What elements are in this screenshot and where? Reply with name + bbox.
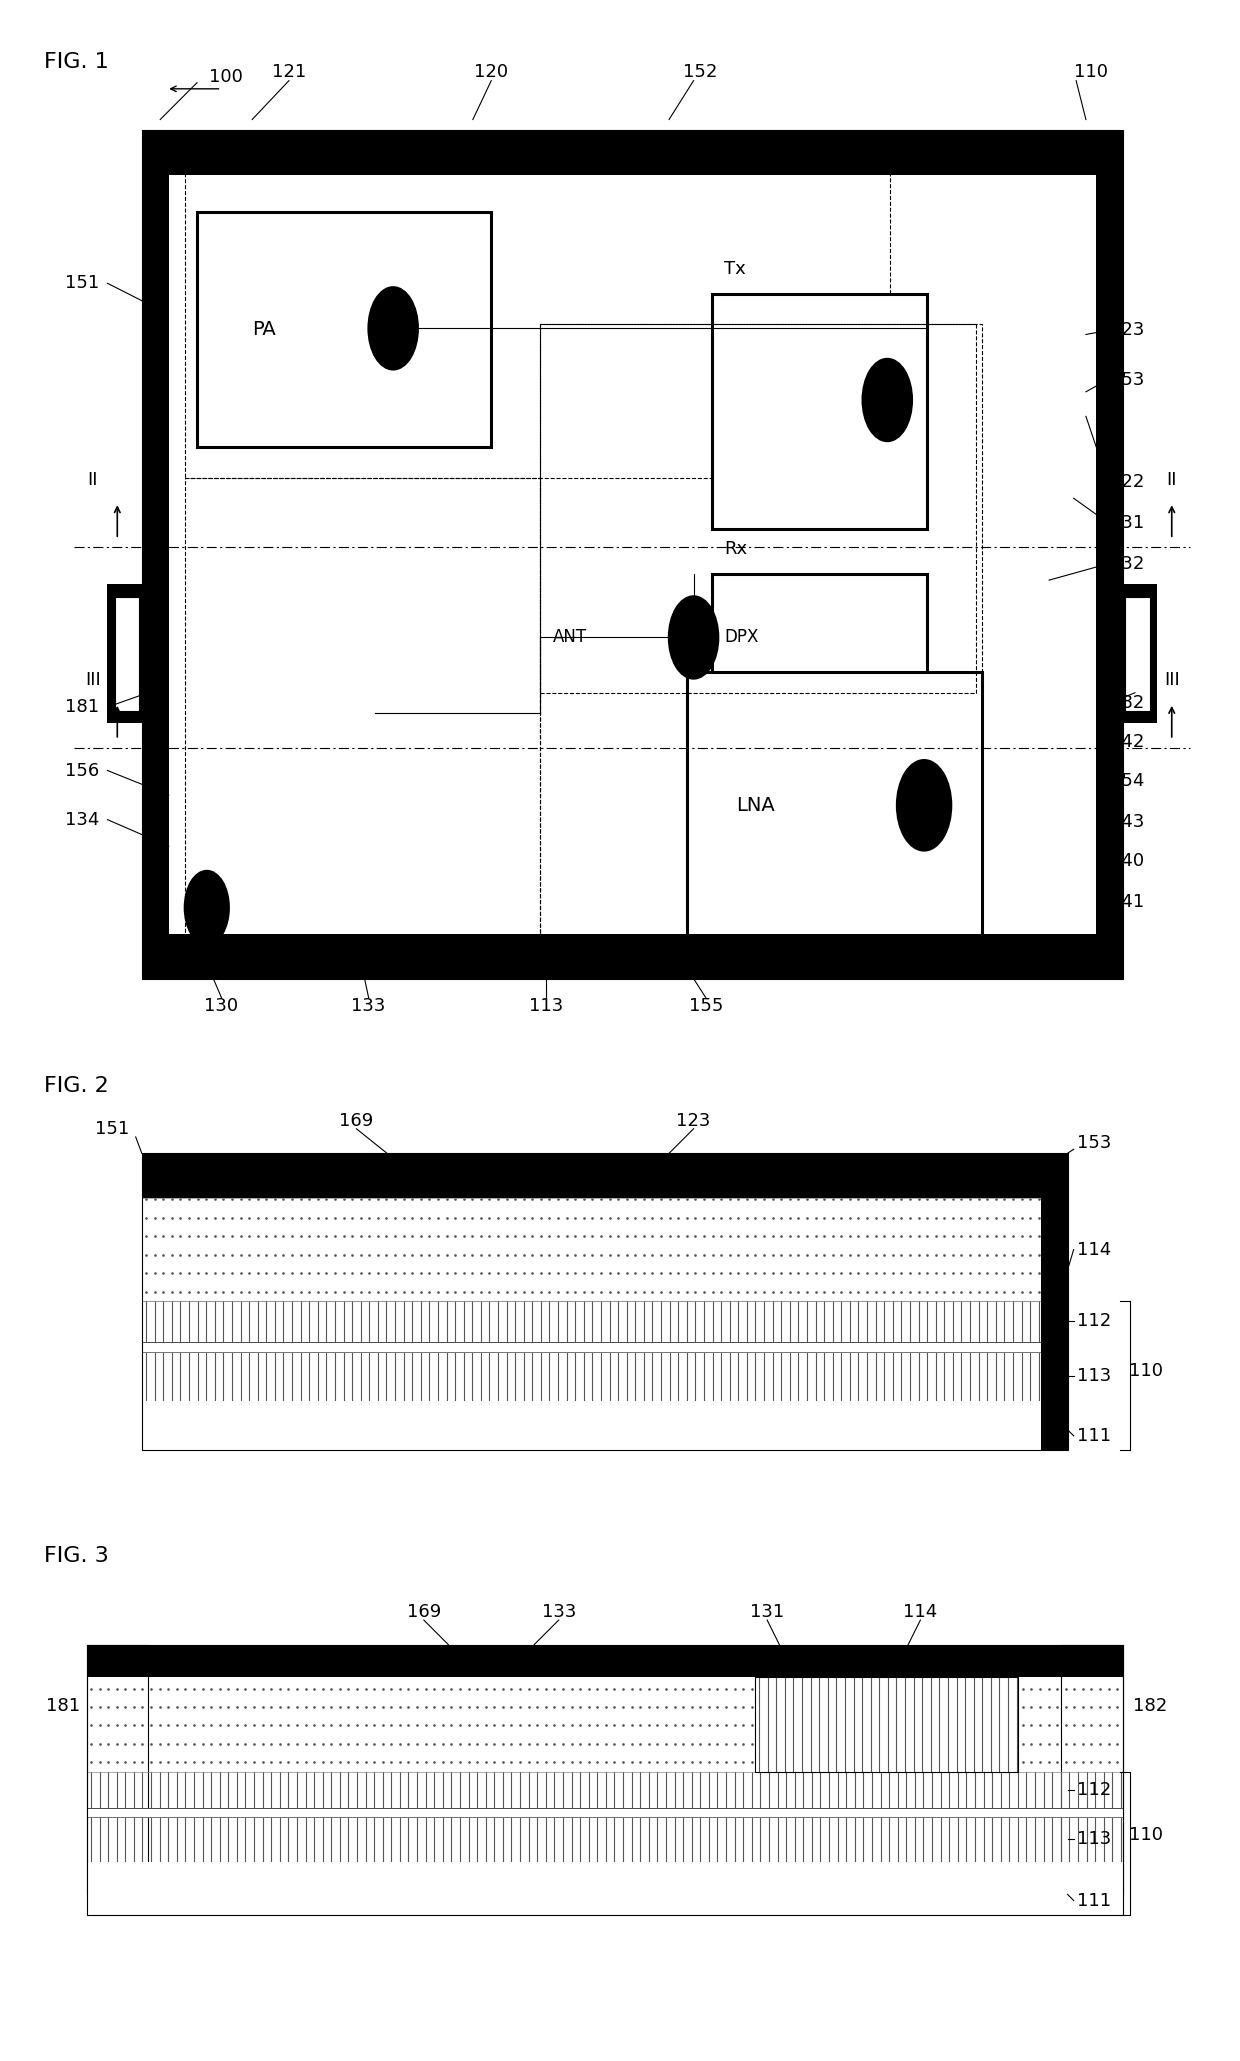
Bar [108,583,169,723]
Bar [185,478,541,948]
Bar [141,1401,1040,1451]
Bar [141,1197,1040,1300]
Text: II: II [1167,470,1177,488]
Text: LNA: LNA [737,796,775,814]
Text: 153: 153 [1111,371,1145,390]
Bar [87,1772,1122,1807]
Bar [1096,130,1122,979]
Bar [197,212,491,447]
Circle shape [185,872,229,944]
Bar [87,1807,1122,1816]
Text: 114: 114 [903,1603,937,1620]
Bar [712,293,926,530]
Text: 110: 110 [1074,64,1107,82]
Text: 169: 169 [407,1603,441,1620]
Text: 141: 141 [1111,892,1145,911]
Text: II: II [88,470,98,488]
Bar [755,1678,1018,1772]
Text: 113: 113 [1078,1366,1111,1385]
Text: 155: 155 [688,998,723,1014]
Bar [115,596,139,711]
Text: 123: 123 [676,1111,711,1129]
Bar [541,324,982,948]
Bar [1096,583,1157,723]
Text: 112: 112 [1078,1781,1111,1799]
Text: Rx: Rx [724,540,748,559]
Bar [1040,1154,1068,1451]
Text: 112: 112 [1078,1313,1111,1329]
Text: 133: 133 [542,1603,575,1620]
Bar [141,1154,1068,1451]
Text: PA: PA [252,319,277,338]
Bar [185,150,890,478]
Bar [87,1645,148,1894]
Text: 120: 120 [474,64,508,82]
Bar [87,1645,1122,1678]
Bar [1061,1645,1122,1894]
Text: 123: 123 [1111,322,1145,340]
Text: 111: 111 [1078,1426,1111,1445]
Text: 110: 110 [1128,1826,1163,1845]
Text: ANT: ANT [553,629,587,647]
Bar [687,672,982,938]
Circle shape [863,359,911,441]
Text: 181: 181 [46,1696,81,1715]
Text: 132: 132 [1111,554,1145,573]
Circle shape [897,761,951,851]
Bar [141,1342,1040,1352]
Bar [87,1816,1122,1861]
Bar [141,1154,1068,1451]
Text: 131: 131 [1111,513,1145,532]
Text: 182: 182 [1132,1696,1167,1715]
Bar [141,130,1122,979]
Text: 181: 181 [64,699,99,715]
Bar [1125,596,1149,711]
Text: 114: 114 [1078,1241,1111,1259]
Bar [141,934,1122,979]
Text: 153: 153 [1078,1134,1112,1152]
Text: 131: 131 [750,1603,784,1620]
Text: 113: 113 [529,998,563,1014]
Text: 152: 152 [682,64,717,82]
Text: 133: 133 [351,998,386,1014]
Bar [141,1352,1040,1401]
Bar [87,1645,1122,1915]
Circle shape [670,596,718,678]
Text: 154: 154 [1111,771,1145,789]
Bar [87,1861,1122,1915]
Text: Tx: Tx [724,260,746,278]
Text: III: III [84,672,100,690]
Text: 156: 156 [64,761,99,779]
Text: 169: 169 [340,1111,373,1129]
Bar [141,130,1122,175]
Text: 113: 113 [1078,1830,1111,1849]
Bar [87,1645,1122,1915]
Text: 142: 142 [1111,734,1145,750]
Text: 134: 134 [64,810,99,829]
Text: 121: 121 [272,64,306,82]
Text: III: III [1164,672,1179,690]
Bar [541,324,976,692]
Text: 182: 182 [1111,695,1145,711]
Bar [141,130,1122,979]
Bar [141,130,169,979]
Bar [141,1300,1040,1342]
Text: DPX: DPX [724,629,759,647]
Text: 140: 140 [1111,851,1145,870]
Text: FIG. 2: FIG. 2 [43,1076,108,1096]
Text: 111: 111 [1078,1892,1111,1911]
Text: FIG. 1: FIG. 1 [43,52,108,72]
Bar [712,575,926,769]
Text: 151: 151 [95,1119,129,1138]
Text: 100: 100 [210,68,243,87]
Text: 143: 143 [1111,812,1145,831]
Circle shape [368,286,418,369]
Text: 122: 122 [1111,472,1145,491]
Text: FIG. 3: FIG. 3 [43,1546,108,1566]
Text: 130: 130 [205,998,238,1014]
Bar [141,1154,1068,1197]
Text: 151: 151 [64,274,99,293]
Text: 110: 110 [1128,1362,1163,1381]
